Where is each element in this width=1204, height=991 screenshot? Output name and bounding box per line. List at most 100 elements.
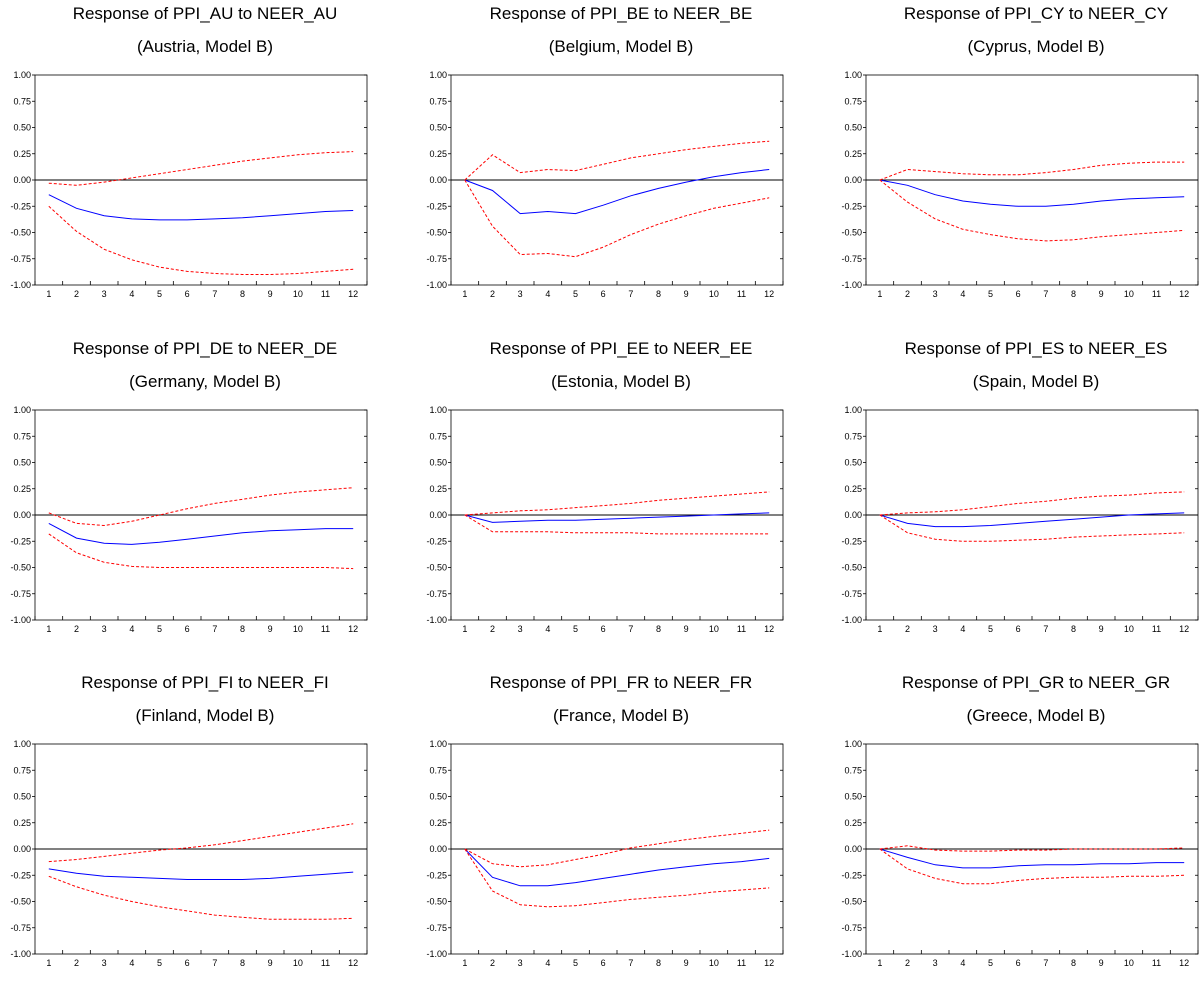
y-tick-label: -1.00 — [841, 615, 862, 625]
x-tick-label: 11 — [737, 624, 746, 634]
y-tick-label: 0.50 — [429, 458, 447, 468]
series-line-lower — [879, 514, 1185, 542]
y-tick-label: 0.75 — [844, 96, 862, 106]
y-tick-label: -0.50 — [426, 563, 447, 573]
chart-panel-cyprus: Response of PPI_CY to NEER_CY (Cyprus, M… — [836, 2, 1204, 322]
y-tick-label: 0.00 — [844, 844, 862, 854]
x-tick-label: 9 — [268, 624, 273, 634]
y-tick-label: -0.25 — [426, 201, 447, 211]
series-line-upper — [48, 823, 354, 863]
series-line-response — [464, 169, 770, 215]
series-line-upper — [48, 487, 354, 527]
x-tick-label: 12 — [1179, 958, 1189, 968]
x-tick-label: 5 — [157, 958, 162, 968]
x-tick-label: 5 — [988, 624, 993, 634]
y-tick-label: -0.50 — [841, 897, 862, 907]
x-tick-label: 12 — [764, 624, 774, 634]
y-tick-label: -0.50 — [10, 563, 31, 573]
chart-title: Response of PPI_DE to NEER_DE — [72, 339, 338, 358]
series-line-upper — [48, 151, 354, 186]
y-tick-label: 0.00 — [13, 510, 31, 520]
x-tick-label: 3 — [102, 624, 107, 634]
x-tick-label: 3 — [102, 958, 107, 968]
x-tick-label: 8 — [656, 958, 661, 968]
chart-panel-estonia: Response of PPI_EE to NEER_EE (Estonia, … — [421, 337, 821, 657]
x-tick-label: 3 — [518, 958, 523, 968]
y-tick-label: -0.75 — [426, 254, 447, 264]
x-tick-label: 11 — [321, 958, 330, 968]
series-line-lower — [464, 848, 770, 908]
x-tick-label: 1 — [462, 624, 467, 634]
x-tick-label: 11 — [321, 624, 330, 634]
x-tick-label: 8 — [1071, 624, 1076, 634]
y-tick-label: 0.75 — [429, 96, 447, 106]
line-chart: 1.00 0.75 0.50 0.25 0.00 -0.25 -0.50 -0.75 -1.00… — [10, 70, 368, 299]
series-line-upper — [464, 140, 770, 181]
x-tick-label: 4 — [960, 958, 965, 968]
line-chart: 1.00 0.75 0.50 0.25 0.00 -0.25 -0.50 -0.75 -1.00… — [841, 405, 1199, 634]
y-tick-label: 1.00 — [13, 70, 31, 80]
x-tick-label: 8 — [656, 624, 661, 634]
x-tick-label: 9 — [684, 624, 689, 634]
y-tick-label: -0.25 — [10, 536, 31, 546]
y-tick-label: 0.25 — [13, 484, 31, 494]
y-tick-label: -1.00 — [841, 280, 862, 290]
y-tick-label: 1.00 — [844, 70, 862, 80]
x-tick-label: 11 — [737, 958, 746, 968]
x-tick-label: 7 — [212, 958, 217, 968]
x-tick-label: 2 — [74, 958, 79, 968]
x-tick-label: 4 — [960, 289, 965, 299]
series-line-upper — [464, 491, 770, 516]
x-tick-label: 10 — [709, 289, 719, 299]
chart-panel-greece: Response of PPI_GR to NEER_GR (Greece, M… — [836, 671, 1204, 991]
y-tick-label: 0.50 — [13, 458, 31, 468]
x-tick-label: 7 — [212, 624, 217, 634]
x-tick-label: 7 — [628, 958, 633, 968]
y-tick-label: 1.00 — [429, 405, 447, 415]
y-tick-label: 1.00 — [844, 405, 862, 415]
series-line-upper — [879, 161, 1185, 181]
y-tick-label: 0.00 — [429, 844, 447, 854]
x-tick-label: 2 — [905, 624, 910, 634]
x-tick-label: 6 — [601, 289, 606, 299]
chart-subtitle: (Spain, Model B) — [972, 372, 1100, 391]
x-tick-label: 7 — [1043, 624, 1048, 634]
chart-subtitle: (Austria, Model B) — [136, 37, 274, 56]
y-tick-label: 0.25 — [429, 149, 447, 159]
x-tick-label: 1 — [46, 289, 51, 299]
y-tick-label: -0.50 — [426, 228, 447, 238]
x-tick-label: 5 — [573, 624, 578, 634]
series-line-response — [48, 868, 354, 880]
y-tick-label: 0.00 — [13, 175, 31, 185]
y-tick-label: -1.00 — [426, 615, 447, 625]
y-tick-label: 0.25 — [13, 818, 31, 828]
series-line-upper — [464, 829, 770, 868]
x-tick-label: 8 — [240, 289, 245, 299]
line-chart: 1.00 0.75 0.50 0.25 0.00 -0.25 -0.50 -0.75 -1.00… — [426, 70, 784, 299]
x-tick-label: 4 — [129, 624, 134, 634]
chart-panel-finland: Response of PPI_FI to NEER_FI (Finland, … — [5, 671, 405, 991]
x-tick-label: 5 — [573, 958, 578, 968]
x-tick-label: 8 — [1071, 289, 1076, 299]
line-chart: 1.00 0.75 0.50 0.25 0.00 -0.25 -0.50 -0.75 -1.00… — [426, 739, 784, 968]
y-tick-label: 0.00 — [429, 175, 447, 185]
x-tick-label: 1 — [462, 289, 467, 299]
y-tick-label: 1.00 — [13, 739, 31, 749]
y-tick-label: -1.00 — [10, 949, 31, 959]
x-tick-label: 12 — [764, 958, 774, 968]
y-tick-label: 0.25 — [844, 818, 862, 828]
chart-title: Response of PPI_AU to NEER_AU — [72, 4, 338, 23]
y-tick-label: -0.25 — [10, 870, 31, 880]
chart-subtitle: (Estonia, Model B) — [551, 372, 691, 391]
x-tick-label: 10 — [709, 958, 719, 968]
y-tick-label: -0.75 — [10, 254, 31, 264]
x-tick-label: 7 — [212, 289, 217, 299]
chart-title: Response of PPI_BE to NEER_BE — [489, 4, 753, 23]
y-tick-label: -0.25 — [10, 201, 31, 211]
y-tick-label: -1.00 — [426, 280, 447, 290]
x-tick-label: 12 — [348, 289, 358, 299]
x-tick-label: 3 — [933, 289, 938, 299]
x-tick-label: 10 — [709, 624, 719, 634]
x-tick-label: 3 — [518, 289, 523, 299]
y-tick-label: 0.75 — [429, 431, 447, 441]
